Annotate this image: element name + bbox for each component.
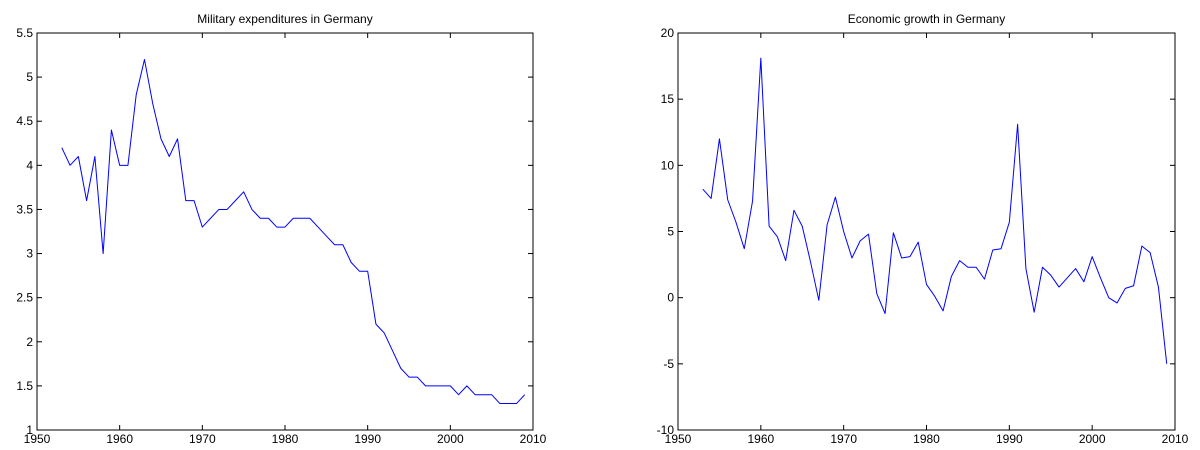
y-tick-label: 2 <box>26 335 33 349</box>
plot-area <box>677 32 1176 431</box>
y-tick-label: -10 <box>657 423 675 437</box>
chart-title: Military expenditures in Germany <box>197 12 372 26</box>
y-tick-label: 1 <box>26 423 33 437</box>
y-tick-label: 2.5 <box>16 291 33 305</box>
series-line <box>61 58 526 405</box>
x-tick-label: 1970 <box>830 432 857 446</box>
y-tick-label: 1.5 <box>16 379 33 393</box>
y-tick-label: 10 <box>661 158 675 172</box>
x-tick-label: 1970 <box>189 432 216 446</box>
x-tick-label: 2010 <box>520 432 547 446</box>
x-tick-label: 1950 <box>665 432 692 446</box>
x-tick-label: 1980 <box>913 432 940 446</box>
x-tick-label: 2000 <box>1079 432 1106 446</box>
y-tick-label: 20 <box>661 26 675 40</box>
y-tick-label: 5 <box>26 70 33 84</box>
y-tick-label: 15 <box>661 92 675 106</box>
chart-2: Economic growth in Germany 1950 1960 1970 19… <box>657 12 1189 446</box>
x-tick-label: 1980 <box>272 432 299 446</box>
x-tick-label: 1950 <box>24 432 51 446</box>
series-line <box>702 57 1168 364</box>
y-tick-label: 4.5 <box>16 114 33 128</box>
y-tick-label: 3.5 <box>16 202 33 216</box>
y-tick-label: 4 <box>26 158 33 172</box>
x-tick-label: 1990 <box>996 432 1023 446</box>
x-tick-label: 1960 <box>747 432 774 446</box>
chart-1: Military expenditures in Germany 1950 1960… <box>16 12 546 446</box>
plot-area <box>36 32 534 431</box>
y-tick-label: 5.5 <box>16 26 33 40</box>
x-tick-label: 2010 <box>1162 432 1189 446</box>
x-tick-label: 1990 <box>354 432 381 446</box>
x-tick-label: 1960 <box>106 432 133 446</box>
x-tick-label: 2000 <box>437 432 464 446</box>
y-tick-label: 3 <box>26 247 33 261</box>
y-tick-label: 5 <box>667 225 674 239</box>
y-tick-label: -5 <box>663 357 674 371</box>
y-tick-label: 0 <box>667 291 674 305</box>
chart-title: Economic growth in Germany <box>848 12 1005 26</box>
